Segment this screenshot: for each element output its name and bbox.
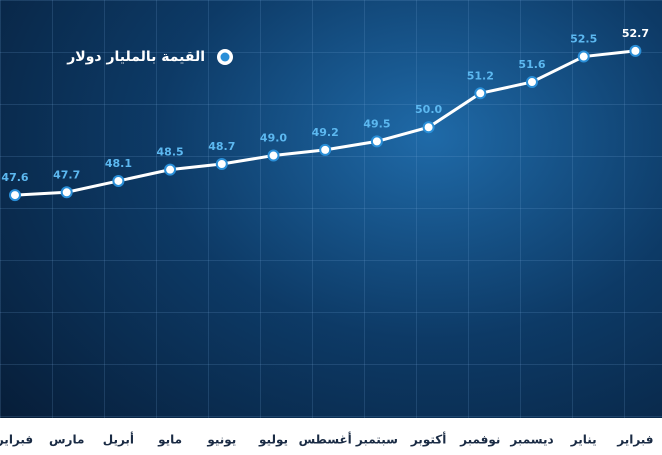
data-point [9, 189, 21, 202]
data-label: 47.7 [53, 168, 80, 181]
data-point [319, 143, 332, 156]
legend-label: القيمة بالمليار دولار [66, 49, 205, 65]
x-axis-strip [0, 418, 662, 455]
data-label: 49.2 [312, 126, 339, 139]
data-label: 48.7 [208, 140, 235, 153]
x-tick-label: مايو [157, 433, 182, 448]
legend-marker-core [220, 52, 230, 62]
x-tick-label: أكتوبر [410, 432, 446, 448]
data-point [112, 174, 125, 187]
data-point [370, 135, 383, 148]
data-point [267, 149, 280, 162]
data-label: 48.5 [157, 146, 184, 159]
data-label: 49.0 [260, 132, 287, 145]
x-tick-label: مارس [49, 433, 84, 447]
series-line [14, 49, 636, 197]
data-label: 47.6 [1, 171, 28, 184]
data-point [474, 87, 487, 100]
x-tick-label: فبراير [616, 433, 653, 447]
data-point [629, 44, 642, 57]
data-point [60, 186, 73, 199]
x-tick-label: أبريل [103, 432, 134, 447]
data-point [215, 158, 228, 170]
data-label: 50.0 [415, 103, 442, 116]
x-tick-label: نوفمبر [459, 433, 500, 448]
data-label: 51.2 [467, 69, 494, 82]
x-tick-label: يونيو [206, 433, 236, 448]
x-tick-label: أغسطس [299, 432, 352, 447]
data-label: 48.1 [105, 157, 132, 170]
data-point [422, 121, 435, 134]
data-point [164, 163, 177, 176]
x-tick-label: ديسمبر [509, 433, 553, 447]
data-label: 51.6 [518, 58, 545, 71]
data-point [577, 50, 590, 63]
x-tick-label: يناير [570, 433, 597, 447]
x-tick-label: فبراير [0, 433, 33, 447]
data-label: 49.5 [363, 117, 390, 130]
data-label: 52.7 [622, 27, 649, 40]
x-tick-label: يوليو [258, 433, 288, 448]
data-label: 52.5 [570, 33, 597, 46]
data-point [526, 76, 538, 88]
x-tick-label: سبتمبر [355, 433, 398, 447]
